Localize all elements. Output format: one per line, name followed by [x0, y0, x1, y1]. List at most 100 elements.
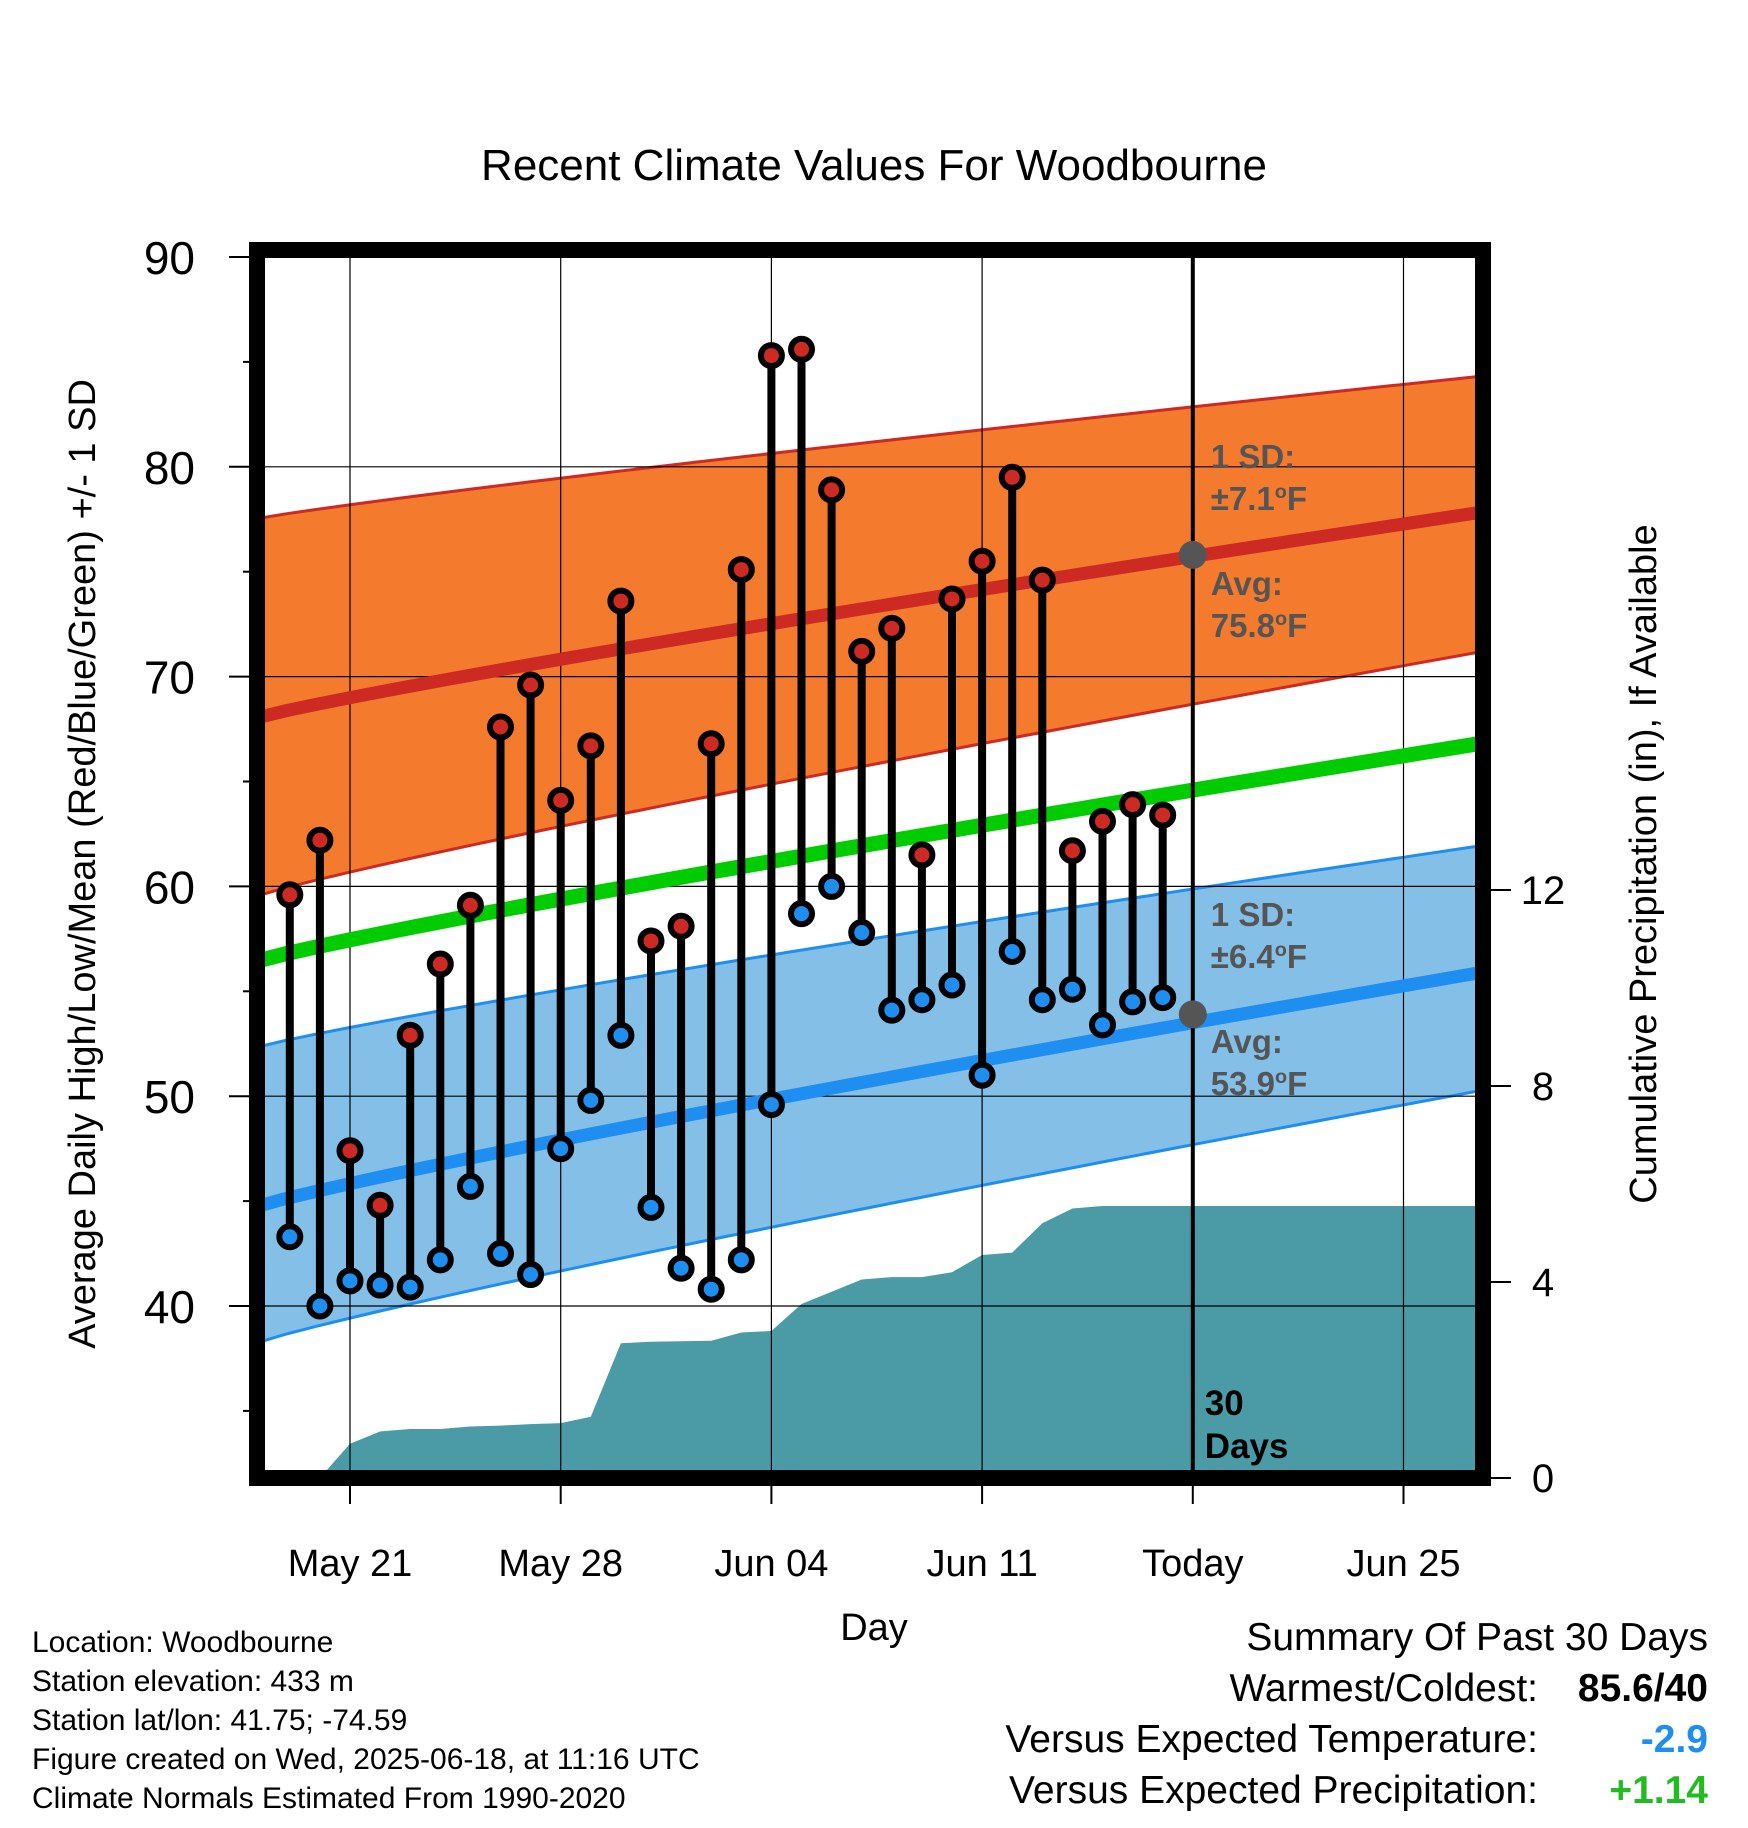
x-tick-label: Today: [1142, 1543, 1243, 1585]
daily-high-point: [366, 1191, 394, 1219]
high-sd-upper-edge: [257, 374, 1483, 521]
daily-low-point: [517, 1261, 545, 1289]
daily-low-point: [577, 1086, 605, 1114]
daily-high-point: [547, 786, 575, 814]
y-axis-label: Average Daily High/Low/Mean (Red/Blue/Gr…: [62, 379, 104, 1349]
normals-text: Climate Normals Estimated From 1990-2020: [32, 1782, 626, 1815]
low-avg-title: Avg:: [1211, 1023, 1283, 1060]
summary-title: Summary Of Past 30 Days: [1246, 1616, 1708, 1659]
precip-departure-value: +1.14: [1609, 1769, 1708, 1812]
daily-low-point: [998, 937, 1026, 965]
daily-high-point: [818, 476, 846, 504]
daily-low-point: [878, 996, 906, 1024]
daily-high-point: [878, 614, 906, 642]
x-tick-label: May 28: [498, 1543, 623, 1585]
daily-high-point: [487, 713, 514, 741]
high-sd-value: ±7.1oF: [1211, 480, 1307, 517]
y-tick-label: 70: [144, 652, 195, 704]
y2-tick-label: 4: [1532, 1261, 1554, 1305]
days-count-label: 30: [1205, 1384, 1244, 1423]
daily-high-point: [456, 891, 484, 919]
latlon-text: Station lat/lon: 41.75; -74.59: [32, 1704, 408, 1737]
daily-high-point: [607, 587, 635, 615]
high-sd-lower-edge: [257, 649, 1483, 898]
daily-high-point: [517, 671, 545, 699]
daily-low-point: [1089, 1011, 1116, 1039]
daily-low-point: [1058, 975, 1086, 1003]
daily-low-point: [938, 971, 966, 999]
precip-departure-label: Versus Expected Precipitation:: [1009, 1769, 1538, 1812]
daily-high-point: [757, 342, 785, 370]
daily-low-point: [667, 1254, 695, 1282]
daily-low-point: [908, 986, 936, 1014]
y-tick-label: 90: [144, 232, 195, 284]
days-word-label: Days: [1205, 1427, 1289, 1466]
daily-low-point: [697, 1275, 725, 1303]
y-tick-label: 50: [144, 1071, 195, 1123]
y-tick-label: 60: [144, 861, 195, 913]
daily-high-point: [697, 730, 725, 758]
daily-high-point: [998, 463, 1026, 491]
low-sd-upper-edge: [257, 843, 1483, 1049]
temp-departure-value: -2.9: [1640, 1718, 1708, 1761]
daily-low-point: [1119, 988, 1147, 1016]
x-tick-label: Jun 25: [1346, 1543, 1460, 1585]
daily-high-point: [276, 881, 304, 909]
summary-panel: Summary Of Past 30 Days Warmest/Coldest:…: [1005, 1612, 1708, 1816]
daily-high-point: [1058, 837, 1086, 865]
daily-low-point: [547, 1135, 575, 1163]
daily-high-point: [577, 732, 605, 760]
x-axis-label: Day: [840, 1607, 908, 1649]
daily-high-point: [667, 912, 695, 940]
y2-axis-label: Cumulative Precipitation (in), If Availa…: [1623, 524, 1665, 1203]
daily-high-point: [637, 927, 665, 955]
daily-low-point: [1028, 986, 1056, 1014]
low-sd-lower-edge: [257, 1088, 1483, 1345]
elevation-text: Station elevation: 433 m: [32, 1665, 354, 1698]
daily-low-point: [727, 1246, 755, 1274]
high-avg-line: [257, 505, 1483, 725]
location-text: Location: Woodbourne: [32, 1626, 334, 1659]
daily-high-point: [938, 585, 966, 613]
plot-frame: [249, 242, 1491, 1486]
daily-high-point: [1119, 791, 1147, 819]
daily-low-point: [757, 1091, 785, 1119]
daily-low-point: [788, 900, 815, 928]
daily-low-point: [306, 1292, 334, 1320]
daily-low-point: [366, 1271, 394, 1299]
high-avg-title: Avg:: [1211, 565, 1283, 602]
daily-low-point: [848, 919, 876, 947]
high-sd-title: 1 SD:: [1211, 438, 1295, 475]
daily-low-point: [607, 1021, 635, 1049]
x-tick-label: May 21: [288, 1543, 413, 1585]
station-info: Location: Woodbourne Station elevation: …: [32, 1623, 700, 1818]
daily-high-point: [336, 1137, 364, 1165]
daily-high-point: [968, 547, 996, 575]
daily-low-point: [396, 1273, 424, 1301]
low-sd-value: ±6.4oF: [1211, 938, 1307, 975]
temp-departure-label: Versus Expected Temperature:: [1005, 1718, 1538, 1761]
daily-low-point: [968, 1061, 996, 1089]
high-avg-value: 75.8oF: [1211, 607, 1308, 644]
low-sd-band: [257, 845, 1483, 1343]
low-avg-line: [257, 965, 1483, 1214]
y2-tick-label: 0: [1532, 1457, 1554, 1501]
daily-low-point: [456, 1172, 484, 1200]
created-text: Figure created on Wed, 2025-06-18, at 11…: [32, 1743, 700, 1776]
y2-tick-label: 12: [1521, 869, 1566, 913]
daily-high-point: [306, 826, 334, 854]
daily-high-point: [1149, 801, 1177, 829]
daily-low-point: [1149, 984, 1177, 1012]
low-sd-title: 1 SD:: [1211, 896, 1295, 933]
daily-observations: [276, 335, 1177, 1320]
daily-low-point: [336, 1267, 364, 1295]
daily-low-point: [426, 1246, 454, 1274]
y2-tick-label: 8: [1532, 1065, 1554, 1109]
daily-low-point: [487, 1240, 514, 1268]
warmest-label: Warmest/Coldest:: [1229, 1667, 1538, 1710]
high-sd-band: [257, 376, 1483, 896]
x-tick-label: Jun 04: [714, 1543, 828, 1585]
daily-high-point: [727, 556, 755, 584]
daily-high-point: [908, 841, 936, 869]
